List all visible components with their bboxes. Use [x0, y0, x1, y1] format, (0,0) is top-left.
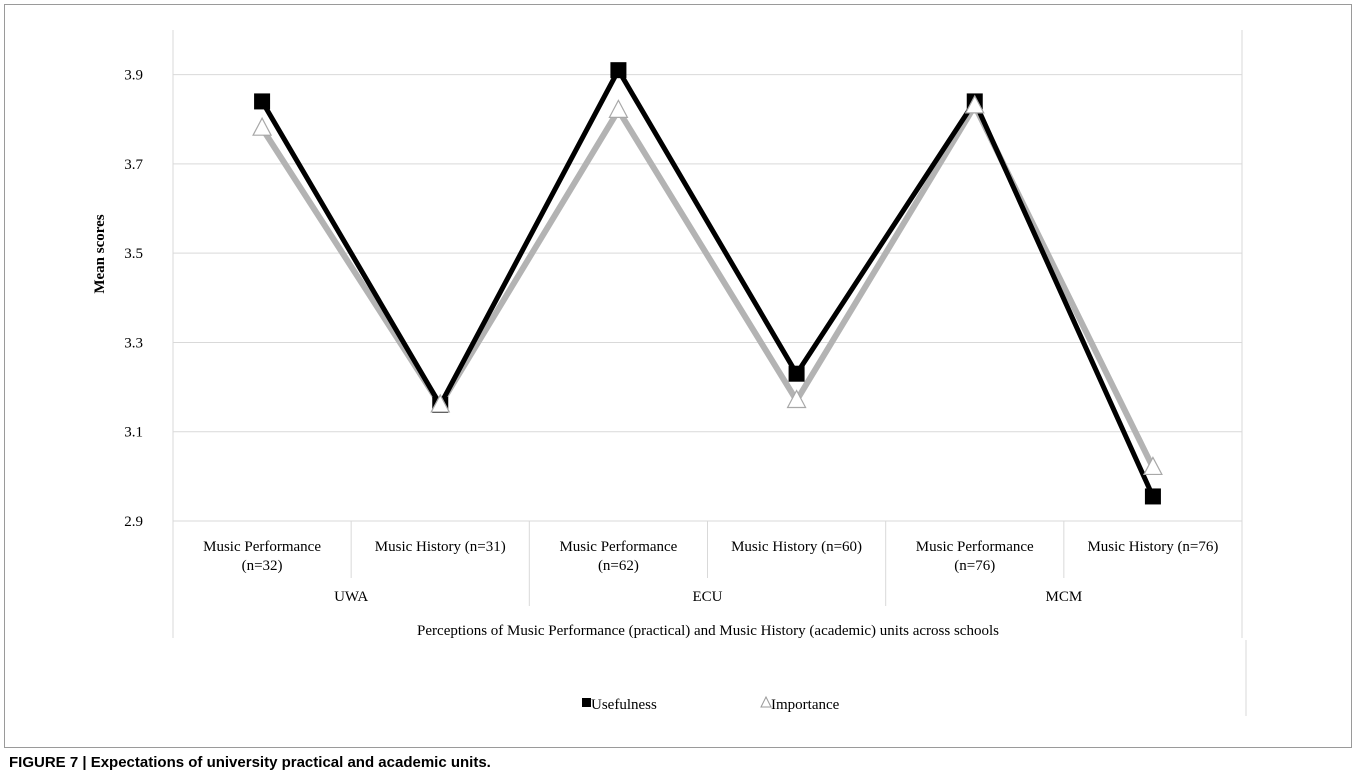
importance-marker	[1142, 456, 1163, 476]
usefulness-marker	[1144, 488, 1161, 505]
importance-legend-marker	[760, 695, 772, 708]
legend-usefulness: Usefulness	[582, 697, 657, 713]
x-tick-label: Music History (n=76)	[1087, 539, 1218, 555]
series-line-usefulness	[259, 65, 1156, 498]
x-tick-label: (n=76)	[954, 558, 995, 574]
series-lines	[259, 65, 1156, 498]
usefulness-marker	[254, 93, 271, 110]
y-tick-labels: 2.9 3.1 3.3 3.5 3.7 3.9	[124, 68, 143, 530]
x-group-label: ECU	[693, 589, 723, 605]
x-tick-label: (n=32)	[242, 558, 283, 574]
x-tick-label: Music History (n=31)	[375, 539, 506, 555]
x-category-labels: Music Performance (n=32) Music History (n=…	[203, 539, 1218, 574]
series-line-importance	[259, 99, 1156, 469]
x-tick-label: (n=62)	[598, 558, 639, 574]
y-tick-label: 3.1	[124, 425, 143, 441]
x-tick-label: Music Performance	[559, 539, 677, 555]
x-group-label: MCM	[1045, 589, 1082, 605]
series-markers	[252, 62, 1163, 505]
usefulness-marker	[788, 365, 805, 382]
x-axis-label: Perceptions of Music Performance (practi…	[417, 623, 999, 639]
line-chart: 2.9 3.1 3.3 3.5 3.7 3.9 Music Performance (n=3…	[92, 30, 1247, 716]
legend-label: Importance	[771, 697, 840, 713]
usefulness-legend-marker	[582, 698, 591, 707]
x-tick-label: Music Performance	[203, 539, 321, 555]
y-tick-label: 2.9	[124, 514, 143, 530]
x-tick-label: Music History (n=60)	[731, 539, 862, 555]
importance-marker	[786, 389, 807, 409]
chart-frame	[4, 4, 1352, 748]
x-tick-label: Music Performance	[916, 539, 1034, 555]
importance-marker	[964, 94, 985, 114]
y-tick-label: 3.7	[124, 157, 143, 173]
usefulness-marker	[610, 62, 627, 79]
legend-label: Usefulness	[591, 697, 657, 713]
y-axis-label: Mean scores	[92, 214, 108, 293]
axes	[172, 30, 1247, 716]
y-tick-label: 3.3	[124, 335, 143, 351]
x-group-label: UWA	[334, 589, 368, 605]
importance-marker	[608, 99, 629, 118]
importance-marker	[252, 116, 273, 136]
y-tick-label: 3.9	[124, 68, 143, 84]
figure-caption: FIGURE 7 | Expectations of university pr…	[9, 754, 491, 771]
legend-importance: Importance	[760, 695, 840, 713]
legend: Usefulness Importance	[582, 695, 840, 713]
importance-marker	[430, 393, 451, 413]
y-tick-label: 3.5	[124, 246, 143, 262]
x-group-labels: UWA ECU MCM	[334, 589, 1082, 605]
